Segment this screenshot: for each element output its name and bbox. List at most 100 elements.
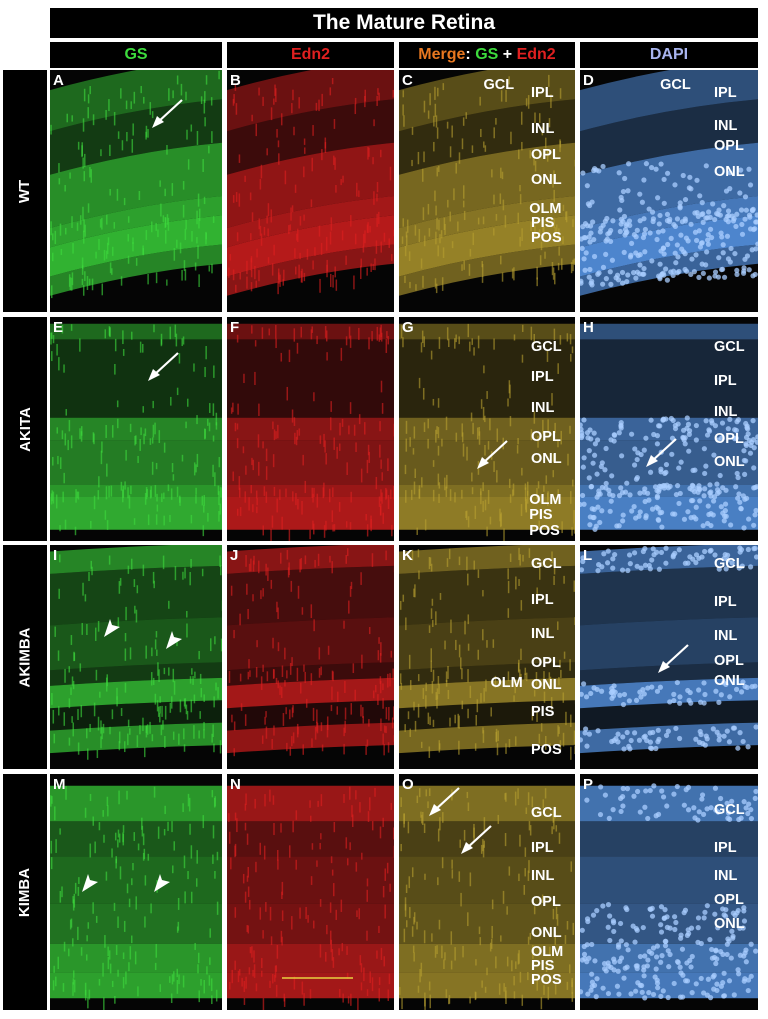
fiber-streak <box>108 555 111 565</box>
fiber-streak <box>265 711 267 718</box>
fiber-streak <box>486 526 488 537</box>
tissue-band <box>399 323 575 340</box>
fiber-streak <box>381 402 384 414</box>
fiber-streak <box>239 507 242 517</box>
nucleus-dot <box>702 909 708 915</box>
fiber-streak <box>154 639 157 650</box>
nucleus-dot <box>686 448 692 454</box>
fiber-streak <box>252 459 255 471</box>
nucleus-dot <box>728 245 734 252</box>
nucleus-dot <box>665 994 671 1001</box>
fiber-streak <box>323 525 326 538</box>
fiber-streak <box>288 225 290 235</box>
nucleus-dot <box>741 525 747 531</box>
fiber-streak <box>190 558 192 568</box>
nucleus-dot <box>723 566 729 572</box>
fiber-streak <box>166 279 168 286</box>
fiber-streak <box>152 571 155 584</box>
fiber-streak <box>368 147 370 157</box>
nucleus-dot <box>742 216 748 222</box>
fiber-streak <box>285 488 287 498</box>
fiber-streak <box>423 823 426 834</box>
nucleus-dot <box>738 167 744 173</box>
fiber-streak <box>379 676 382 684</box>
fiber-streak <box>422 387 425 400</box>
fiber-streak <box>140 85 142 94</box>
nucleus-dot <box>612 551 618 558</box>
fiber-streak <box>518 659 520 672</box>
fiber-streak <box>548 74 550 87</box>
nucleus-dot <box>661 200 667 206</box>
fiber-streak <box>499 193 502 205</box>
nucleus-dot <box>609 473 615 479</box>
fiber-streak <box>149 721 151 734</box>
fiber-streak <box>467 669 469 683</box>
fiber-streak <box>244 491 246 503</box>
fiber-streak <box>355 790 357 800</box>
fiber-streak <box>281 881 284 896</box>
fiber-streak <box>385 487 387 500</box>
fiber-streak <box>301 607 304 615</box>
fiber-streak <box>243 373 245 384</box>
nucleus-dot <box>649 557 655 563</box>
nucleus-dot <box>714 981 720 987</box>
fiber-streak <box>111 848 113 858</box>
fiber-streak <box>378 334 381 342</box>
nucleus-dot <box>686 697 692 703</box>
nucleus-dot <box>656 566 662 572</box>
fiber-streak <box>436 127 439 139</box>
nucleus-dot <box>580 170 586 176</box>
fiber-streak <box>325 520 327 531</box>
fiber-streak <box>169 326 172 340</box>
fiber-streak <box>346 462 348 475</box>
fiber-streak <box>436 695 438 709</box>
fiber-streak <box>400 843 402 852</box>
nucleus-dot <box>714 729 720 735</box>
fiber-streak <box>182 803 184 813</box>
nucleus-dot <box>587 522 593 528</box>
fiber-streak <box>177 897 180 910</box>
fiber-streak <box>263 845 266 860</box>
nucleus-dot <box>743 947 749 953</box>
fiber-streak <box>484 415 486 423</box>
nucleus-dot <box>607 937 613 944</box>
fiber-streak <box>172 90 174 99</box>
micrograph-panel-n: N <box>227 774 394 1010</box>
fiber-streak <box>467 912 469 927</box>
fiber-streak <box>413 481 416 495</box>
nucleus-dot <box>681 249 687 255</box>
fiber-streak <box>163 828 166 836</box>
fiber-streak <box>54 626 56 637</box>
fiber-streak <box>405 420 408 434</box>
fiber-streak <box>105 871 108 881</box>
fiber-streak <box>517 212 519 225</box>
nucleus-dot <box>665 485 672 491</box>
fiber-streak <box>382 733 384 745</box>
fiber-streak <box>521 467 523 476</box>
nucleus-dot <box>662 943 669 949</box>
fiber-streak <box>118 833 121 843</box>
nucleus-dot <box>633 234 639 240</box>
fiber-streak <box>203 99 206 114</box>
fiber-streak <box>505 990 507 1005</box>
fiber-streak <box>194 942 196 950</box>
fiber-streak <box>558 228 560 241</box>
fiber-streak <box>199 711 201 719</box>
fiber-streak <box>89 793 92 802</box>
fiber-streak <box>106 463 108 477</box>
tissue-band <box>399 700 575 731</box>
nucleus-dot <box>745 426 751 432</box>
nucleus-dot <box>626 552 633 558</box>
fiber-streak <box>247 866 250 878</box>
nucleus-dot <box>711 452 717 458</box>
fiber-streak <box>428 981 431 991</box>
layer-label-ipl: IPL <box>714 840 737 857</box>
fiber-streak <box>331 77 334 85</box>
fiber-streak <box>475 959 477 966</box>
fiber-streak <box>514 791 517 806</box>
fiber-streak <box>288 529 291 541</box>
fiber-streak <box>52 335 55 344</box>
fiber-streak <box>561 258 563 270</box>
fiber-streak <box>316 493 319 508</box>
fiber-streak <box>178 733 180 745</box>
